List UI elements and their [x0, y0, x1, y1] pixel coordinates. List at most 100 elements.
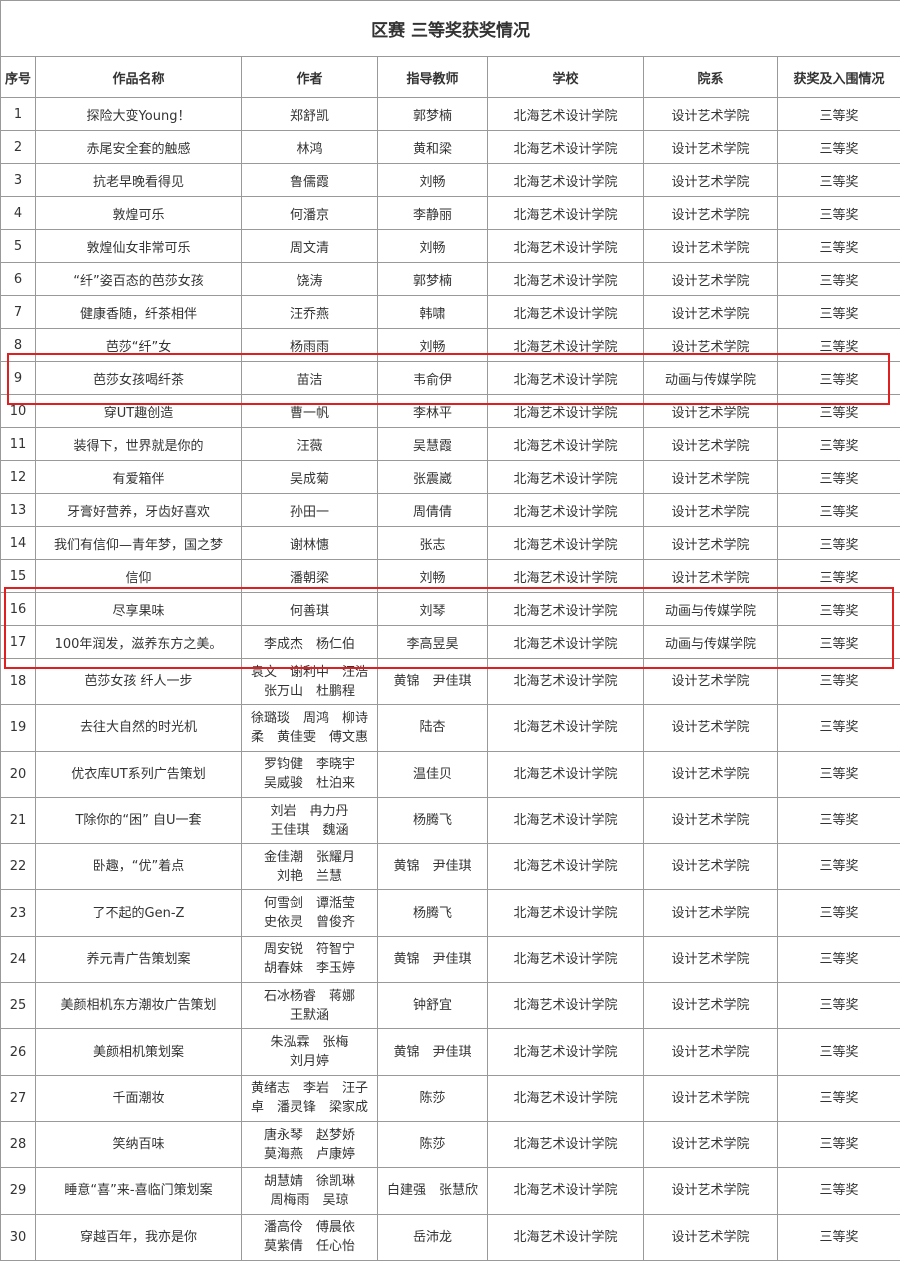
cell-index: 26 — [0, 1028, 36, 1076]
cell-index: 19 — [0, 704, 36, 752]
cell-index: 30 — [0, 1213, 36, 1261]
cell-author: 周安锐 符智宁 胡春妹 李玉婷 — [241, 935, 378, 984]
cell-advisor: 黄锦 尹佳琪 — [377, 1028, 488, 1076]
cell-advisor: 黄锦 尹佳琪 — [377, 935, 488, 984]
cell-award: 三等奖 — [776, 592, 900, 626]
table-row: 4 敦煌可乐 何潘京 李静丽 北海艺术设计学院 设计艺术学院 三等奖 — [0, 196, 900, 230]
table-row: 16 尽享果味 何善琪 刘琴 北海艺术设计学院 动画与传媒学院 三等奖 — [0, 592, 900, 626]
cell-index: 28 — [0, 1120, 36, 1169]
cell-author: 苗洁 — [241, 361, 378, 395]
cell-author: 徐璐琰 周鸿 柳诗 柔 黄佳雯 傅文惠 — [241, 704, 378, 752]
cell-author: 胡慧婧 徐凯琳 周梅雨 吴琼 — [241, 1167, 378, 1215]
cell-author: 罗钧健 李晓宇 吴威骏 杜泊来 — [241, 750, 378, 798]
cell-award: 三等奖 — [776, 657, 900, 706]
cell-award: 三等奖 — [776, 625, 900, 659]
cell-school: 北海艺术设计学院 — [487, 427, 644, 461]
cell-department: 设计艺术学院 — [643, 229, 778, 263]
cell-index: 13 — [0, 493, 36, 527]
cell-author: 李成杰 杨仁伯 — [241, 625, 378, 659]
cell-author: 何善琪 — [241, 592, 378, 626]
cell-advisor: 张震崴 — [377, 460, 488, 494]
cell-work-name: 去往大自然的时光机 — [35, 704, 242, 752]
cell-award: 三等奖 — [776, 196, 900, 230]
cell-advisor: 郭梦楠 — [377, 262, 488, 296]
cell-work-name: 有爱箱伴 — [35, 460, 242, 494]
cell-department: 设计艺术学院 — [643, 704, 778, 752]
cell-index: 11 — [0, 427, 36, 461]
cell-author: 杨雨雨 — [241, 328, 378, 362]
cell-award: 三等奖 — [776, 328, 900, 362]
cell-author: 吴成菊 — [241, 460, 378, 494]
cell-author: 朱泓霖 张梅 刘月婷 — [241, 1028, 378, 1076]
cell-work-name: 尽享果味 — [35, 592, 242, 626]
cell-author: 袁文 谢利中 汪浩 张万山 杜鹏程 — [241, 657, 378, 706]
table-row: 13 牙膏好营养，牙齿好喜欢 孙田一 周倩倩 北海艺术设计学院 设计艺术学院 三等奖 — [0, 493, 900, 527]
cell-author: 潘高伶 傅晨依 莫紫倩 任心怡 — [241, 1213, 378, 1261]
cell-award: 三等奖 — [776, 559, 900, 593]
cell-work-name: 美颜相机策划案 — [35, 1028, 242, 1076]
cell-author: 饶涛 — [241, 262, 378, 296]
cell-advisor: 白建强 张慧欣 — [377, 1167, 488, 1215]
table-row: 1 探险大变Young！ 郑舒凯 郭梦楠 北海艺术设计学院 设计艺术学院 三等奖 — [0, 97, 900, 131]
cell-index: 9 — [0, 361, 36, 395]
table-row: 17 100年润发，滋养东方之美。 李成杰 杨仁伯 李高昱昊 北海艺术设计学院 动画与传媒… — [0, 625, 900, 659]
cell-advisor: 刘畅 — [377, 163, 488, 197]
cell-school: 北海艺术设计学院 — [487, 97, 644, 131]
cell-advisor: 刘畅 — [377, 328, 488, 362]
cell-department: 设计艺术学院 — [643, 750, 778, 798]
cell-department: 设计艺术学院 — [643, 97, 778, 131]
cell-department: 设计艺术学院 — [643, 526, 778, 560]
cell-award: 三等奖 — [776, 97, 900, 131]
cell-award: 三等奖 — [776, 1120, 900, 1169]
cell-school: 北海艺术设计学院 — [487, 559, 644, 593]
cell-advisor: 钟舒宜 — [377, 982, 488, 1030]
cell-work-name: 穿越百年，我亦是你 — [35, 1213, 242, 1261]
cell-department: 设计艺术学院 — [643, 982, 778, 1030]
cell-advisor: 韦俞伊 — [377, 361, 488, 395]
cell-department: 设计艺术学院 — [643, 394, 778, 428]
cell-advisor: 吴慧霞 — [377, 427, 488, 461]
cell-award: 三等奖 — [776, 1167, 900, 1215]
cell-award: 三等奖 — [776, 1213, 900, 1261]
cell-work-name: 敦煌仙女非常可乐 — [35, 229, 242, 263]
cell-school: 北海艺术设计学院 — [487, 1028, 644, 1076]
header-author: 作者 — [241, 56, 378, 98]
header-department: 院系 — [643, 56, 778, 98]
cell-advisor: 李静丽 — [377, 196, 488, 230]
cell-school: 北海艺术设计学院 — [487, 750, 644, 798]
cell-work-name: 芭莎女孩喝纤茶 — [35, 361, 242, 395]
cell-advisor: 黄锦 尹佳琪 — [377, 843, 488, 891]
cell-advisor: 杨腾飞 — [377, 796, 488, 845]
cell-author: 黄绪志 李岩 汪子 卓 潘灵锋 梁家成 — [241, 1074, 378, 1122]
cell-department: 设计艺术学院 — [643, 262, 778, 296]
cell-work-name: 养元青广告策划案 — [35, 935, 242, 984]
cell-school: 北海艺术设计学院 — [487, 130, 644, 164]
cell-school: 北海艺术设计学院 — [487, 394, 644, 428]
cell-advisor: 陈莎 — [377, 1074, 488, 1122]
cell-work-name: 健康香随，纤茶相伴 — [35, 295, 242, 329]
cell-work-name: 千面潮妆 — [35, 1074, 242, 1122]
cell-author: 石冰杨睿 蒋娜 王默涵 — [241, 982, 378, 1030]
cell-award: 三等奖 — [776, 796, 900, 845]
cell-index: 10 — [0, 394, 36, 428]
table-row: 28 笑纳百味 唐永琴 赵梦娇 莫海燕 卢康婷 陈莎 北海艺术设计学院 设计艺术学院 三等奖 — [0, 1120, 900, 1169]
cell-school: 北海艺术设计学院 — [487, 657, 644, 706]
table-row: 10 穿UT趣创造 曹一帆 李林平 北海艺术设计学院 设计艺术学院 三等奖 — [0, 394, 900, 428]
cell-author: 汪乔燕 — [241, 295, 378, 329]
cell-school: 北海艺术设计学院 — [487, 935, 644, 984]
cell-school: 北海艺术设计学院 — [487, 889, 644, 937]
cell-department: 设计艺术学院 — [643, 1028, 778, 1076]
cell-award: 三等奖 — [776, 526, 900, 560]
cell-index: 2 — [0, 130, 36, 164]
header-award: 获奖及入围情况 — [776, 56, 900, 98]
cell-school: 北海艺术设计学院 — [487, 229, 644, 263]
cell-department: 设计艺术学院 — [643, 163, 778, 197]
cell-index: 18 — [0, 657, 36, 706]
cell-award: 三等奖 — [776, 1074, 900, 1122]
cell-author: 谢林憓 — [241, 526, 378, 560]
cell-work-name: 了不起的Gen-Z — [35, 889, 242, 937]
cell-advisor: 周倩倩 — [377, 493, 488, 527]
cell-index: 16 — [0, 592, 36, 626]
cell-work-name: T除你的“困” 自U一套 — [35, 796, 242, 845]
cell-advisor: 杨腾飞 — [377, 889, 488, 937]
